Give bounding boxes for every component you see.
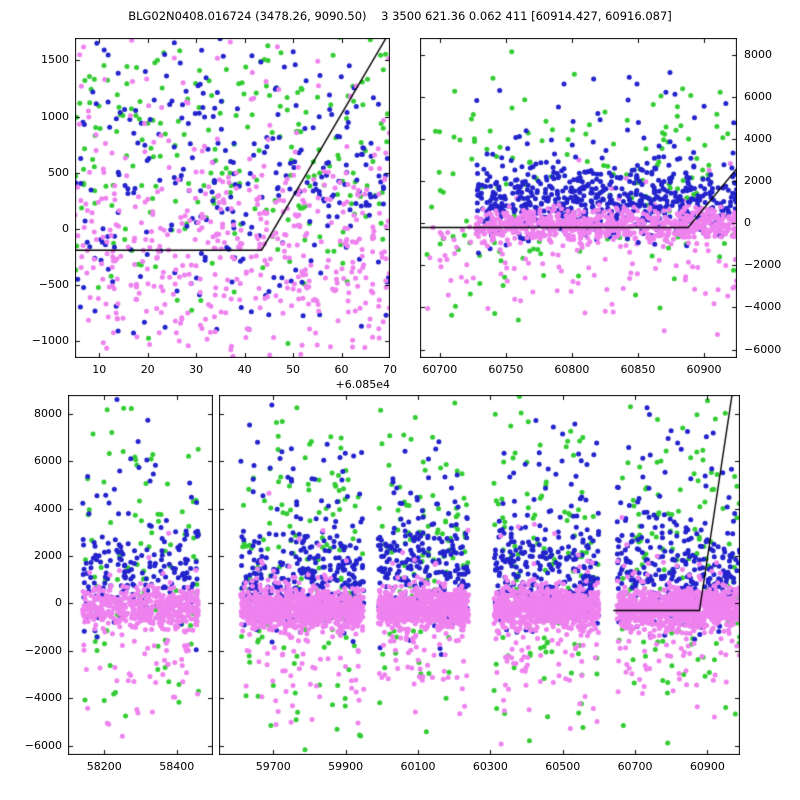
x-tick-label: 30 [189,363,204,376]
chart-panel-top-right [420,38,737,358]
y-tick-label: −500 [38,278,69,292]
y-tick-label: −4000 [744,300,782,314]
x-tick-label: 60100 [400,760,436,773]
x-tick-label: 60700 [617,760,653,773]
y-tick-label: −2000 [24,643,62,657]
x-tick-label: 58400 [159,760,195,773]
y-tick-label: 0 [55,596,62,610]
x-tick-label: 60900 [686,363,722,376]
chart-panel-bottom-right [219,395,740,755]
x-tick-label: 60300 [472,760,508,773]
x-tick-label: 60750 [488,363,524,376]
y-tick-label: 2000 [744,174,772,188]
y-tick-label: 4000 [744,132,772,146]
y-tick-label: −6000 [24,738,62,752]
y-tick-label: 2000 [34,549,62,563]
x-tick-label: 59700 [255,760,291,773]
x-tick-label: 60700 [422,363,458,376]
figure-title: BLG02N0408.016724 (3478.26, 9090.50) 3 3… [128,9,672,23]
y-tick-label: 500 [48,165,69,179]
x-tick-label: 60850 [620,363,656,376]
x-tick-label: 70 [383,363,397,376]
x-tick-label: 60 [334,363,349,376]
chart-panel-bottom-left [68,395,213,755]
y-tick-label: −6000 [744,342,782,356]
y-tick-label: 6000 [34,454,62,468]
y-tick-label: −4000 [24,691,62,705]
x-tick-label: 20 [140,363,155,376]
x-tick-label: 10 [92,363,107,376]
x-tick-label: 60900 [689,760,725,773]
x-tick-label: 60500 [545,760,581,773]
y-tick-label: −1000 [31,334,69,348]
y-tick-label: 4000 [34,501,62,515]
y-tick-label: 0 [744,216,751,230]
y-tick-label: 0 [62,221,69,235]
x-tick-label: 58200 [86,760,122,773]
y-tick-label: 8000 [34,406,62,420]
y-tick-label: 8000 [744,47,772,61]
x-tick-label: 59900 [328,760,364,773]
x-tick-label: 60800 [554,363,590,376]
y-tick-label: 6000 [744,89,772,103]
chart-panel-top-left [75,38,390,358]
y-tick-label: −2000 [744,258,782,272]
x-tick-label: 40 [237,363,252,376]
y-tick-label: 1000 [41,109,69,123]
y-tick-label: 1500 [41,53,69,67]
x-offset-label: +6.085e4 [335,378,390,391]
x-tick-label: 50 [286,363,301,376]
